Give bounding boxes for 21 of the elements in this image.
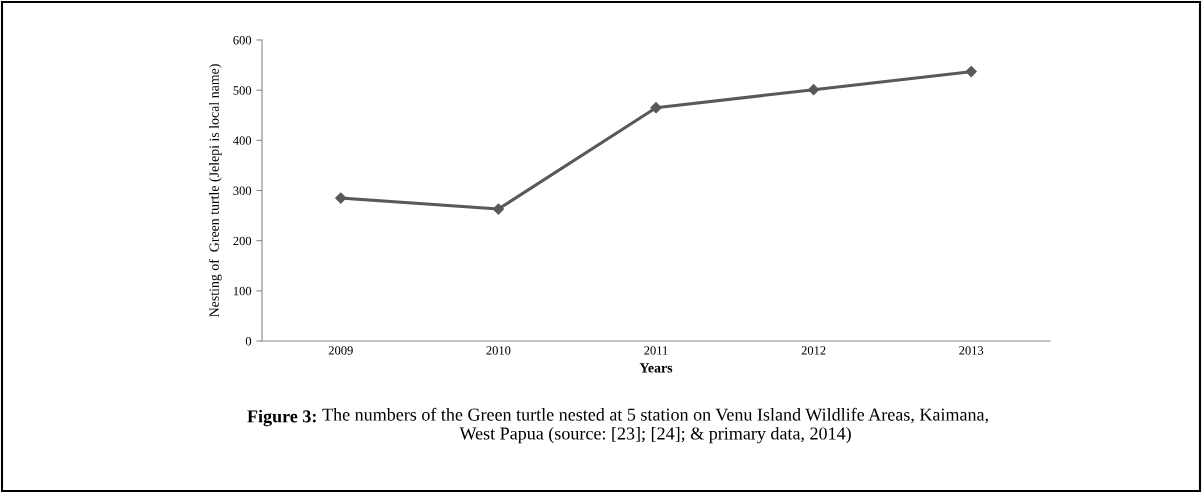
point <box>807 84 820 96</box>
point <box>335 192 347 204</box>
point <box>650 102 662 114</box>
y-tick-label: 600 <box>233 36 252 45</box>
x-tick-label: 2011 <box>644 346 668 355</box>
text: The numbers of the Green turtle nested at 5 station on Venu Island Wildlife Areas, Kaimana, West Papua (source: [23]; [24]; & primary data, 2014) <box>322 407 988 444</box>
point <box>492 203 505 215</box>
x-tick-label: 2010 <box>486 346 511 355</box>
caption: Figure 3: <box>247 409 316 427</box>
y-tick-label: 0 <box>245 337 252 346</box>
y-axis-title: Nesting of Green turtle (Jelepi is local name) <box>208 64 222 317</box>
x-tick-label: 2013 <box>959 346 984 355</box>
point <box>965 65 977 78</box>
x-tick-label: 2012 <box>801 346 826 355</box>
y-tick-label: 100 <box>233 286 252 296</box>
x-axis-title: Years <box>639 363 673 373</box>
y-tick-label: 300 <box>233 186 252 195</box>
y-tick-label: 200 <box>233 236 252 246</box>
y-tick-label: 400 <box>233 136 252 145</box>
y-tick-label: 500 <box>233 86 252 95</box>
x-tick-label: 2009 <box>328 346 353 355</box>
